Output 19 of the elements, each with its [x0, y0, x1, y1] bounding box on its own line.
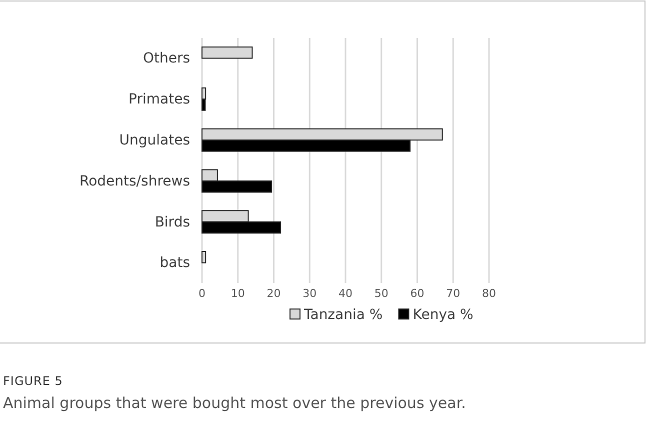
- y-tick-label: bats: [160, 255, 190, 272]
- x-tick-label: 20: [266, 286, 281, 300]
- legend-label: Kenya %: [412, 307, 474, 323]
- x-tick-label: 10: [230, 286, 245, 300]
- y-tick-label: Rodents/shrews: [79, 173, 190, 190]
- x-tick-label: 50: [374, 286, 388, 300]
- x-tick-label: 40: [338, 286, 352, 300]
- y-tick-label: Ungulates: [119, 132, 190, 149]
- caption: FIGURE 5: [3, 374, 63, 388]
- y-tick-label: Primates: [128, 92, 190, 108]
- x-tick-label: 30: [302, 286, 317, 300]
- x-tick-label: 80: [482, 286, 496, 300]
- x-tick-label: 70: [446, 286, 460, 300]
- y-tick-label: Birds: [154, 214, 190, 230]
- x-tick-label: 0: [198, 286, 206, 300]
- x-tick-label: 60: [410, 286, 424, 300]
- y-tick-label: Others: [142, 50, 190, 67]
- text: Animal groups that were bought most over the previous year.: [3, 394, 466, 412]
- legend-label: Tanzania %: [303, 307, 383, 323]
